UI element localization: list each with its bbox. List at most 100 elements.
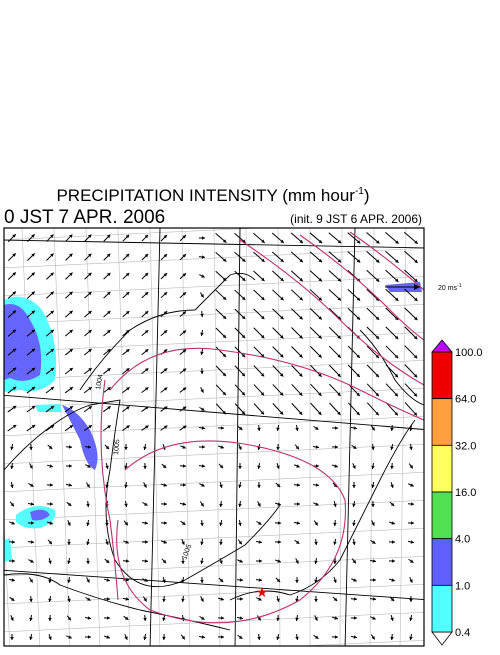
wind-arrow-head	[390, 466, 394, 469]
wind-arrow-head	[107, 597, 110, 601]
reference-label: 20 ms-1	[438, 283, 462, 292]
location-star: ★	[256, 584, 269, 600]
wind-arrow-head	[12, 559, 15, 563]
wind-arrow-head	[105, 466, 108, 469]
major-line	[0, 240, 430, 248]
colorbar-under	[432, 632, 452, 645]
wind-vectors	[8, 232, 418, 640]
wind-arrow-head	[354, 616, 357, 620]
valid-time: 0 JST 7 APR. 2006	[4, 207, 165, 228]
colorbar	[432, 340, 452, 645]
wind-arrow-head	[183, 502, 186, 506]
wind-arrow-head	[10, 447, 14, 450]
parallel	[0, 472, 430, 492]
wind-arrow-head	[143, 466, 147, 469]
parallel	[0, 388, 430, 408]
wind-arrow-head	[164, 502, 167, 506]
wind-arrow-head	[107, 578, 110, 581]
wind-arrow-head	[373, 578, 376, 582]
wind-arrow-head	[145, 540, 148, 544]
coastline	[4, 400, 280, 587]
wind-arrow-head	[29, 599, 33, 602]
isobars	[101, 232, 424, 623]
wind-arrow-head	[200, 523, 204, 526]
wind-arrow-head	[145, 559, 148, 563]
wind-arrow-head	[164, 521, 167, 525]
wind-arrow-head	[143, 618, 147, 621]
colorbar-segment	[432, 492, 452, 539]
wind-arrow-head	[390, 637, 394, 640]
wind-arrow-head	[333, 504, 336, 507]
meridian	[246, 228, 250, 650]
wind-arrow-head	[202, 236, 205, 240]
wind-arrow-head	[352, 485, 356, 488]
colorbar-segment	[432, 352, 452, 399]
rain-light	[35, 404, 62, 412]
colorbar-label: 0.4	[455, 627, 470, 639]
wind-arrow-head	[202, 464, 205, 468]
wind-arrow-head	[67, 561, 71, 564]
wind-arrow-head	[200, 371, 204, 374]
wind-arrow-head	[219, 542, 223, 545]
wind-arrow-head	[297, 521, 300, 525]
wind-arrow-head	[354, 597, 357, 601]
wind-arrow-head	[181, 561, 185, 564]
wind-arrow-head	[240, 616, 243, 620]
wind-arrow-head	[390, 447, 394, 450]
wind-arrow-head	[221, 426, 224, 430]
wind-arrow-head	[297, 502, 300, 506]
meridian	[54, 228, 70, 650]
colorbar-label: 4.0	[455, 534, 470, 546]
parallel	[0, 612, 430, 632]
isobar	[350, 232, 424, 290]
wind-arrow-head	[219, 523, 223, 526]
wind-arrow-head	[48, 580, 52, 583]
wind-arrow-head	[257, 428, 261, 431]
colorbar-segment	[432, 399, 452, 446]
wind-arrow-head	[162, 618, 166, 621]
wind-arrow-head	[409, 599, 413, 602]
wind-arrow-head	[162, 637, 166, 640]
wind-arrow-head	[50, 502, 53, 506]
meridian	[340, 228, 342, 650]
colorbar-label: 32.0	[455, 440, 476, 452]
wind-arrow-head	[183, 483, 186, 487]
wind-arrow-head	[183, 464, 186, 468]
reference-text: 20 ms	[438, 285, 458, 292]
major-line	[0, 570, 430, 600]
reference-sup: -1	[457, 283, 462, 289]
wind-arrow-head	[105, 485, 109, 488]
wind-arrow-head	[333, 542, 337, 545]
wind-arrow-head	[124, 447, 128, 450]
wind-arrow-head	[105, 523, 109, 526]
wind-arrow-head	[162, 599, 166, 602]
wind-arrow-head	[221, 616, 224, 620]
wind-arrow-head	[276, 599, 279, 602]
wind-arrow-head	[219, 504, 223, 507]
isobar-label: 1005	[113, 439, 121, 455]
colorbar-segment	[432, 445, 452, 492]
wind-arrow-head	[373, 597, 376, 601]
wind-arrow-head	[259, 559, 262, 563]
wind-arrow-head	[240, 578, 243, 582]
wind-arrow-head	[164, 483, 167, 486]
wind-arrow-head	[409, 618, 413, 621]
colorbar-segment	[432, 539, 452, 586]
parallel	[0, 444, 430, 464]
wind-arrow-head	[259, 578, 262, 582]
colorbar-label: 1.0	[455, 580, 470, 592]
wind-arrow-head	[86, 504, 90, 507]
wind-arrow-head	[50, 483, 53, 487]
colorbar-label: 16.0	[455, 487, 476, 499]
parallel	[0, 360, 430, 380]
init-time: (init. 9 JST 6 APR. 2006)	[290, 212, 422, 226]
colorbar-segment	[432, 585, 452, 632]
wind-arrow-head	[295, 580, 299, 583]
wind-arrow-head	[12, 578, 15, 582]
wind-arrow-head	[48, 561, 51, 564]
isobar-label: 1004	[95, 374, 105, 391]
parallel	[0, 416, 430, 436]
wind-arrow-head	[88, 635, 91, 639]
wind-arrow-head	[297, 483, 300, 487]
